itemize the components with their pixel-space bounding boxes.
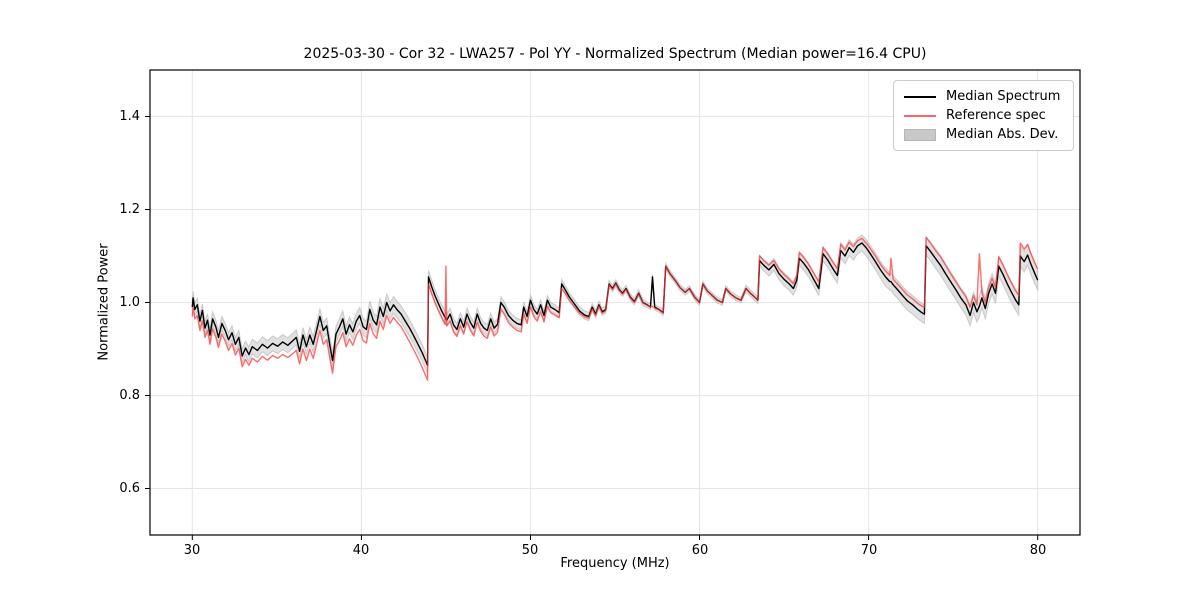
legend-item-mad: Median Abs. Dev. (904, 125, 1063, 144)
legend-label: Median Abs. Dev. (946, 127, 1059, 142)
y-tick-label: 0.6 (119, 481, 140, 496)
x-tick-label: 60 (691, 543, 709, 558)
y-tick-label: 0.8 (119, 388, 140, 403)
axes-frame (149, 69, 1081, 536)
legend: Median Spectrum Reference spec Median Ab… (893, 80, 1074, 151)
x-tick-label: 50 (521, 543, 539, 558)
x-tick-label: 30 (183, 543, 201, 558)
y-tick-label: 1.4 (119, 109, 140, 124)
reference-line-swatch-icon (904, 114, 936, 117)
legend-label: Median Spectrum (946, 89, 1061, 104)
x-tick-label: 80 (1029, 543, 1047, 558)
tick-marks (145, 116, 1039, 540)
legend-item-median-spectrum: Median Spectrum (904, 87, 1063, 106)
y-tick-label: 1.2 (119, 202, 140, 217)
mad-band-swatch-icon (904, 128, 936, 141)
legend-label: Reference spec (946, 108, 1046, 123)
median-spectrum-line (191, 242, 1039, 366)
x-axis-label: Frequency (MHz) (560, 556, 670, 571)
x-tick-label: 70 (860, 543, 878, 558)
chart-title: 2025-03-30 - Cor 32 - LWA257 - Pol YY - … (303, 46, 927, 62)
x-tick-label: 40 (352, 543, 370, 558)
reference-spec-line (191, 236, 1039, 381)
y-tick-label: 1.0 (119, 295, 140, 310)
legend-item-reference-spec: Reference spec (904, 106, 1063, 125)
median-line-swatch-icon (904, 95, 936, 98)
